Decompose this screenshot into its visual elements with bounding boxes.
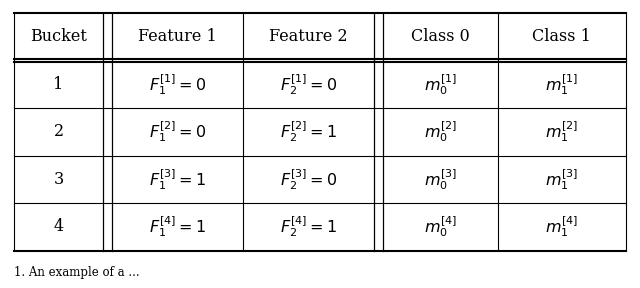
Text: 2: 2 xyxy=(54,123,63,140)
Text: $F_2^{[2]} = 1$: $F_2^{[2]} = 1$ xyxy=(280,119,337,144)
Text: $m_1^{[2]}$: $m_1^{[2]}$ xyxy=(545,119,579,144)
Text: 1. An example of a ...: 1. An example of a ... xyxy=(14,266,140,279)
Text: $m_1^{[3]}$: $m_1^{[3]}$ xyxy=(545,167,579,192)
Text: $F_1^{[4]} = 1$: $F_1^{[4]} = 1$ xyxy=(149,214,206,239)
Text: $m_0^{[3]}$: $m_0^{[3]}$ xyxy=(424,167,457,192)
Text: $m_1^{[1]}$: $m_1^{[1]}$ xyxy=(545,72,579,97)
Text: Class 0: Class 0 xyxy=(412,28,470,45)
Text: $F_1^{[1]} = 0$: $F_1^{[1]} = 0$ xyxy=(149,72,206,97)
Text: $m_0^{[4]}$: $m_0^{[4]}$ xyxy=(424,214,457,239)
Text: $m_1^{[4]}$: $m_1^{[4]}$ xyxy=(545,214,579,239)
Text: $F_2^{[1]} = 0$: $F_2^{[1]} = 0$ xyxy=(280,72,337,97)
Text: 3: 3 xyxy=(53,171,64,188)
Text: Feature 1: Feature 1 xyxy=(138,28,217,45)
Text: Class 1: Class 1 xyxy=(532,28,591,45)
Text: $F_2^{[4]} = 1$: $F_2^{[4]} = 1$ xyxy=(280,214,337,239)
Text: $F_2^{[3]} = 0$: $F_2^{[3]} = 0$ xyxy=(280,167,337,192)
Text: $m_0^{[1]}$: $m_0^{[1]}$ xyxy=(424,72,457,97)
Text: $F_1^{[3]} = 1$: $F_1^{[3]} = 1$ xyxy=(149,167,206,192)
Text: $F_1^{[2]} = 0$: $F_1^{[2]} = 0$ xyxy=(149,119,206,144)
Text: Bucket: Bucket xyxy=(30,28,87,45)
Text: $m_0^{[2]}$: $m_0^{[2]}$ xyxy=(424,119,457,144)
Text: 4: 4 xyxy=(54,218,63,235)
Text: 1: 1 xyxy=(53,76,64,93)
Text: Feature 2: Feature 2 xyxy=(269,28,348,45)
